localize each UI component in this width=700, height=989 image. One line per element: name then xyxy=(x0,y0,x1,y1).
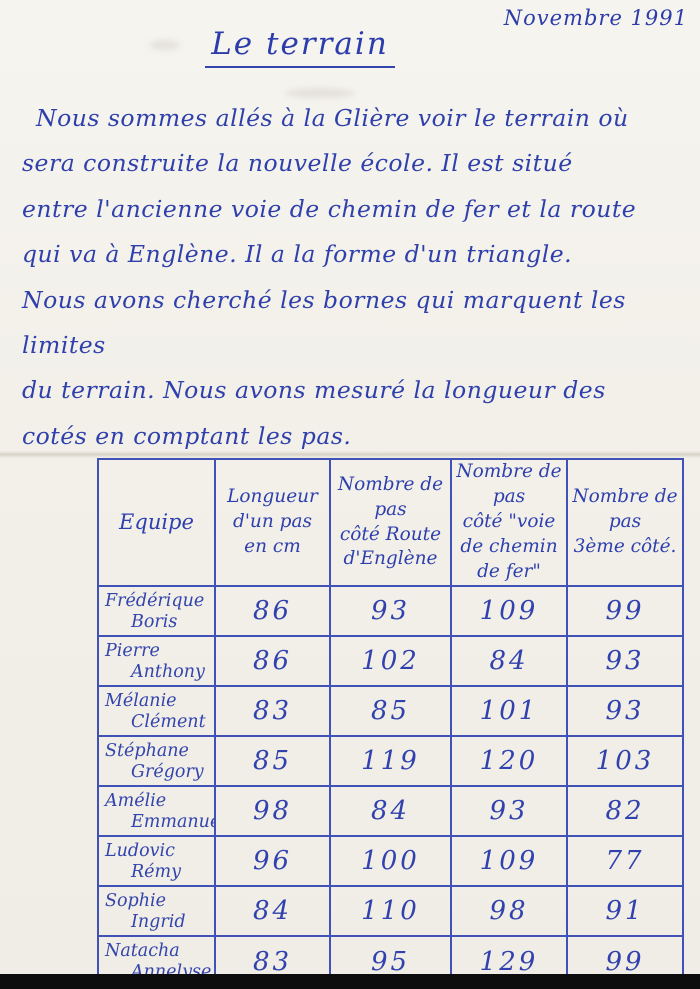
value-cell: 95 xyxy=(331,937,452,987)
paragraph-line: Nous sommes allés à la Glière voir le te… xyxy=(36,104,629,132)
team-member-2: Clément xyxy=(131,712,206,732)
header-pas-3eme-cote: Nombre de pas 3ème côté. xyxy=(568,460,682,587)
team-member-2: Anthony xyxy=(131,662,205,682)
header-pas-voie-chemin-fer: Nombre de pas côté "voie de chemin de fe… xyxy=(452,460,568,587)
team-member-1: Mélanie xyxy=(105,691,177,711)
team-member-1: Stéphane xyxy=(105,741,189,761)
team-member-1: Sophie xyxy=(105,891,166,911)
team-name-cell: Sophie Ingrid xyxy=(99,887,216,937)
page-date: Novembre 1991 xyxy=(503,6,688,30)
value-cell: 119 xyxy=(331,737,452,787)
value-cell: 86 xyxy=(216,637,331,687)
paragraph-line: sera construite la nouvelle école. Il es… xyxy=(22,149,573,178)
paragraph-line: qui va à Englène. Il a la forme d'un tri… xyxy=(22,240,573,269)
paragraph-line: Nous avons cherché les bornes qui marque… xyxy=(22,285,626,360)
value-cell: 99 xyxy=(605,947,645,977)
value-cell: 85 xyxy=(216,737,331,787)
team-member-1: Pierre xyxy=(105,641,160,661)
team-member-2: Boris xyxy=(131,612,178,632)
value-cell: 84 xyxy=(452,637,568,687)
team-member-2: Grégory xyxy=(131,762,204,782)
team-name-cell: Pierre Anthony xyxy=(99,637,216,687)
team-name-cell: Frédérique Boris xyxy=(99,587,216,637)
team-name-cell: AmélieEmmanuel xyxy=(99,787,216,837)
value-cell: 109 xyxy=(452,587,568,637)
value-cell: 100 xyxy=(331,837,452,887)
team-member-2: Rémy xyxy=(131,862,182,882)
value-cell: 77 xyxy=(568,837,682,887)
value-cell: 93 xyxy=(452,787,568,837)
team-member-1: Natacha xyxy=(105,941,180,961)
value-cell: 93 xyxy=(331,587,452,637)
paragraph-line: cotés en comptant les pas. xyxy=(22,421,352,450)
team-name-cell: Mélanie Clément xyxy=(99,687,216,737)
team-member-1: Amélie xyxy=(105,791,167,811)
value-cell: 98 xyxy=(216,787,331,837)
value-cell: 110 xyxy=(331,887,452,937)
value-cell: 82 xyxy=(568,787,682,837)
team-member-2: Ingrid xyxy=(131,912,186,932)
scan-smudge xyxy=(285,88,355,98)
header-equipe: Equipe xyxy=(99,460,216,587)
title-wrap: Le terrain xyxy=(0,26,600,68)
scan-black-edge xyxy=(0,974,700,989)
value-cell: 101 xyxy=(452,687,568,737)
value-cell: 84 xyxy=(216,887,331,937)
paper-seam xyxy=(0,451,700,458)
value-cell: 99 xyxy=(568,587,682,637)
value-cell: 91 xyxy=(568,887,682,937)
value-cell: 98 xyxy=(452,887,568,937)
paragraph: Nous sommes allés à la Glière voir le te… xyxy=(22,96,692,459)
paragraph-line: du terrain. Nous avons mesuré la longueu… xyxy=(22,376,606,405)
value-cell: 84 xyxy=(331,787,452,837)
header-longueur-pas: Longueur d'un pas en cm xyxy=(216,460,331,587)
team-member-2: Emmanuel xyxy=(131,812,214,832)
scan-smudge xyxy=(150,40,180,50)
team-member-1: Frédérique xyxy=(105,591,205,611)
value-cell: 86 xyxy=(216,587,331,637)
header-pas-route-englene: Nombre de pas côté Route d'Englène xyxy=(331,460,452,587)
team-name-cell: Ludovic Rémy xyxy=(99,837,216,887)
page-title: Le terrain xyxy=(205,26,395,68)
value-cell: 102 xyxy=(331,637,452,687)
value-cell: 120 xyxy=(452,737,568,787)
value-cell: 96 xyxy=(216,837,331,887)
value-cell: 85 xyxy=(331,687,452,737)
measurement-table: Equipe Longueur d'un pas en cm Nombre de… xyxy=(97,458,684,989)
paragraph-line: entre l'ancienne voie de chemin de fer e… xyxy=(22,194,637,223)
team-member-1: Ludovic xyxy=(105,841,175,861)
team-name-cell: Stéphane Grégory xyxy=(99,737,216,787)
value-cell: 103 xyxy=(568,737,682,787)
value-cell: 83 xyxy=(216,687,331,737)
value-cell: 93 xyxy=(568,637,682,687)
value-cell: 109 xyxy=(452,837,568,887)
value-cell: 93 xyxy=(568,687,682,737)
value-cell: 129 xyxy=(452,937,568,987)
value-cell: 83 xyxy=(216,937,331,987)
